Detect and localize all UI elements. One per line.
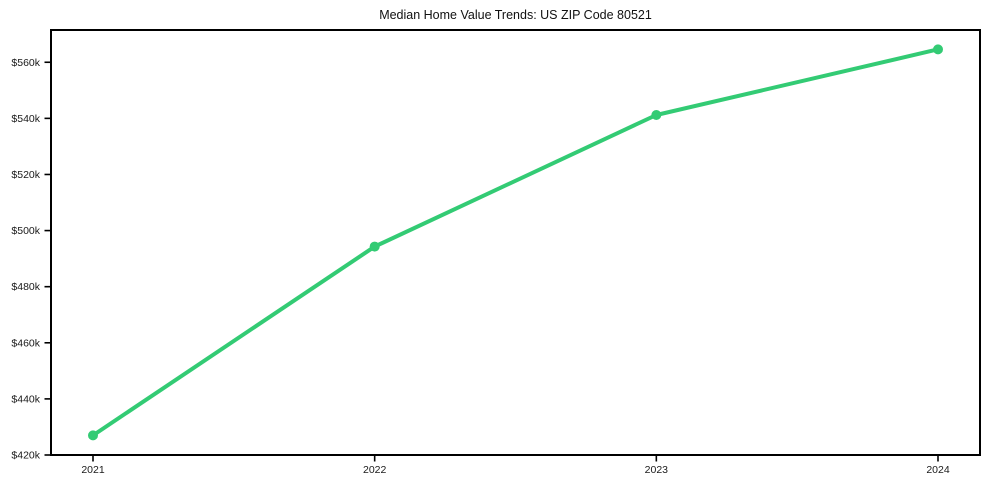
x-tick-label: 2024 bbox=[926, 464, 950, 476]
data-point-2021 bbox=[88, 430, 98, 441]
x-tick-label: 2023 bbox=[645, 464, 669, 476]
data-point-2023 bbox=[651, 110, 662, 120]
y-tick-label: $480k bbox=[11, 281, 40, 293]
trend-line bbox=[91, 47, 940, 438]
chart-title: Median Home Value Trends: US ZIP Code 80… bbox=[379, 8, 652, 22]
y-tick-label: $560k bbox=[11, 57, 40, 69]
y-tick-label: $460k bbox=[11, 337, 40, 349]
y-tick-label: $540k bbox=[11, 113, 40, 125]
y-tick-label: $440k bbox=[11, 393, 40, 405]
data-point-2022 bbox=[369, 241, 380, 252]
data-point-2024 bbox=[933, 44, 943, 55]
x-tick-label: 2022 bbox=[363, 464, 387, 476]
y-tick-label: $500k bbox=[11, 225, 40, 237]
plot-frame bbox=[50, 29, 981, 456]
x-tick-label: 2021 bbox=[81, 464, 105, 476]
y-tick-label: $520k bbox=[11, 169, 40, 181]
y-tick-label: $420k bbox=[11, 450, 40, 462]
